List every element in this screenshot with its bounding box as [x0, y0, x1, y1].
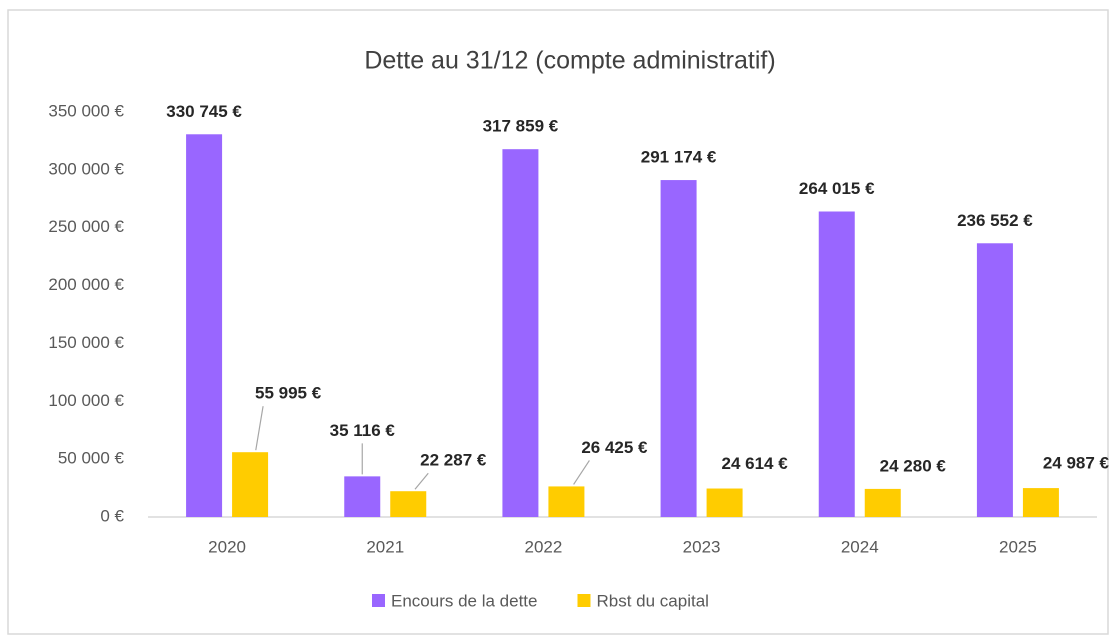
data-label: 26 425 €	[581, 438, 648, 457]
legend-swatch	[577, 594, 591, 607]
bar	[864, 488, 901, 517]
y-tick-label: 50 000 €	[58, 449, 125, 468]
y-tick-label: 150 000 €	[48, 333, 124, 352]
legend-label: Encours de la dette	[391, 591, 537, 610]
bar	[818, 211, 855, 517]
bar	[976, 243, 1013, 517]
data-label: 24 614 €	[721, 454, 788, 473]
leader-line	[255, 406, 264, 451]
bar	[232, 452, 269, 517]
chart-title: Dette au 31/12 (compte administratif)	[364, 47, 775, 75]
x-tick-label: 2020	[208, 537, 246, 556]
y-tick-label: 0 €	[100, 506, 124, 525]
data-label: 24 987 €	[1043, 454, 1110, 473]
data-label: 291 174 €	[641, 148, 717, 167]
data-label: 236 552 €	[957, 211, 1033, 230]
legend-swatch	[372, 594, 385, 607]
legend-label: Rbst du capital	[596, 591, 708, 610]
data-label: 55 995 €	[255, 384, 322, 403]
bar	[186, 134, 223, 517]
x-tick-label: 2025	[999, 537, 1037, 556]
bar	[502, 149, 539, 518]
data-label: 264 015 €	[799, 179, 875, 198]
y-tick-label: 100 000 €	[48, 391, 124, 410]
bar	[548, 486, 585, 517]
leader-line	[573, 460, 590, 485]
x-tick-label: 2022	[525, 537, 563, 556]
data-label: 330 745 €	[166, 102, 242, 121]
data-label: 317 859 €	[483, 117, 559, 136]
y-tick-label: 350 000 €	[48, 101, 124, 120]
data-label: 24 280 €	[880, 456, 947, 475]
leader-line	[414, 472, 429, 490]
x-tick-label: 2023	[683, 537, 721, 556]
bar	[706, 488, 743, 517]
bar	[660, 180, 697, 518]
bar	[1022, 488, 1059, 517]
y-tick-label: 300 000 €	[48, 159, 124, 178]
bar	[344, 476, 381, 517]
data-label: 35 116 €	[330, 421, 396, 440]
y-tick-label: 250 000 €	[48, 217, 124, 236]
y-tick-label: 200 000 €	[48, 275, 124, 294]
x-tick-label: 2021	[366, 537, 404, 556]
data-label: 22 287 €	[420, 451, 487, 470]
x-tick-label: 2024	[841, 537, 879, 556]
bar	[390, 491, 427, 517]
